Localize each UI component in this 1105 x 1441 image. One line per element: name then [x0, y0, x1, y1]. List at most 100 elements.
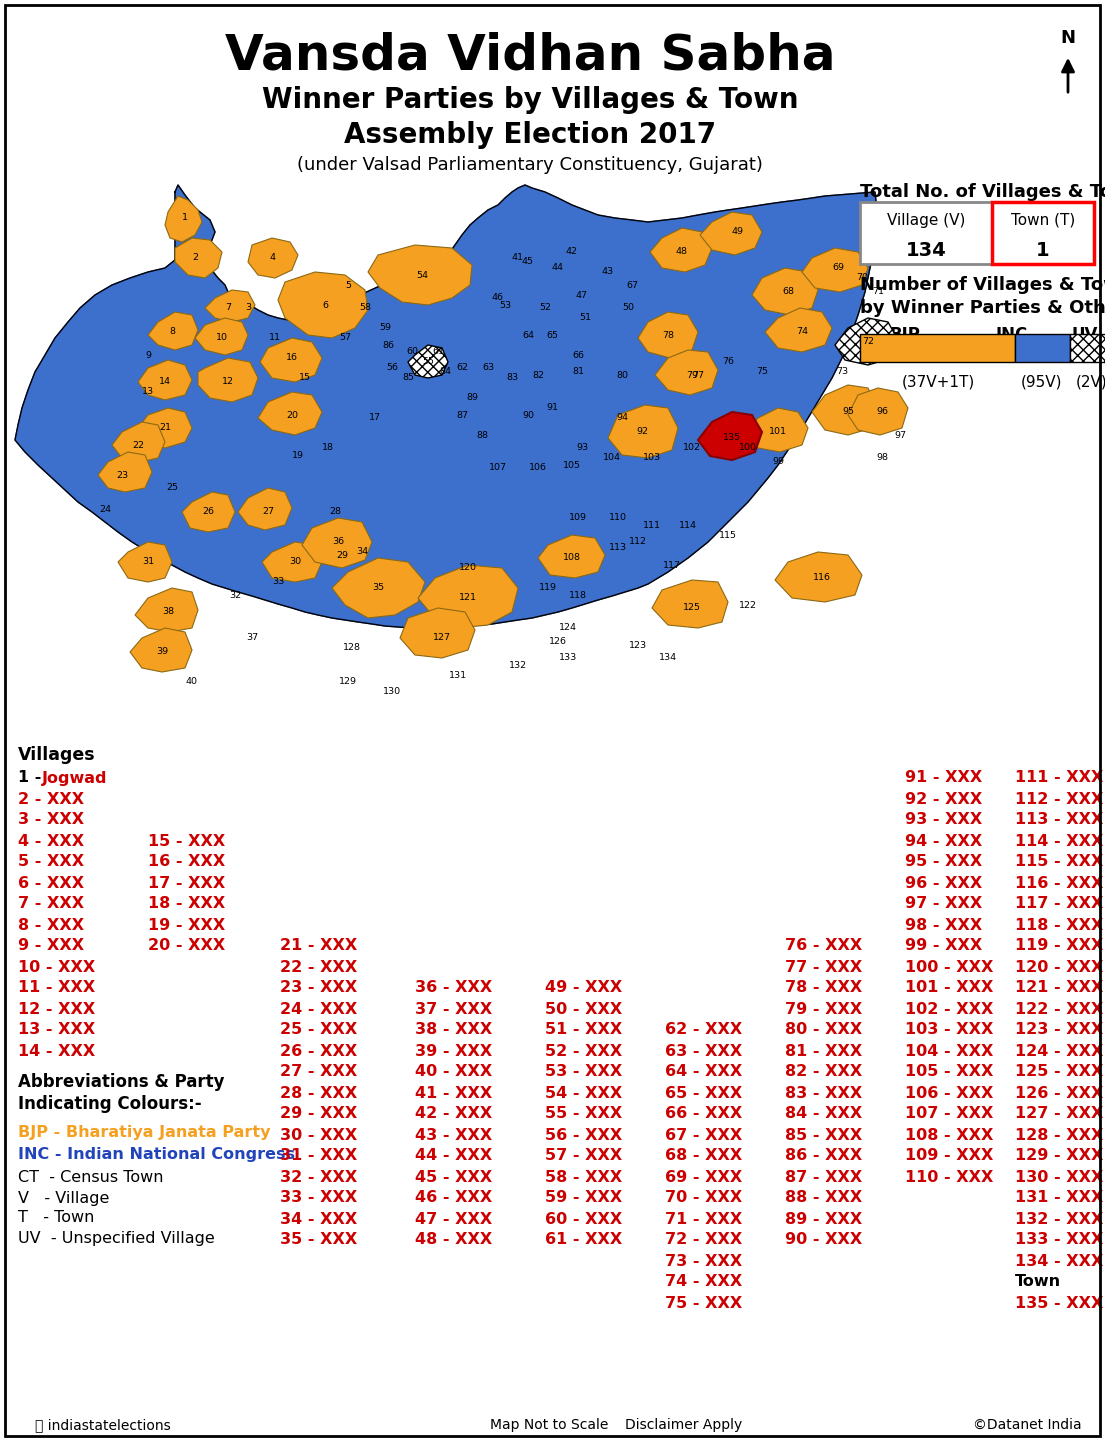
- Text: 110 - XXX: 110 - XXX: [905, 1170, 993, 1185]
- Polygon shape: [812, 385, 878, 435]
- Text: 115: 115: [719, 530, 737, 539]
- Text: 134 - XXX: 134 - XXX: [1015, 1254, 1104, 1268]
- Text: 103: 103: [643, 454, 661, 463]
- Text: 39: 39: [156, 647, 168, 657]
- Text: 82: 82: [532, 370, 544, 379]
- Text: 16: 16: [286, 353, 298, 363]
- Text: 21 - XXX: 21 - XXX: [280, 938, 357, 954]
- Text: 2: 2: [192, 254, 198, 262]
- Text: 36: 36: [332, 537, 344, 546]
- Text: 26 - XXX: 26 - XXX: [280, 1043, 357, 1059]
- Text: 87 - XXX: 87 - XXX: [785, 1170, 862, 1185]
- Text: 88 - XXX: 88 - XXX: [785, 1190, 862, 1206]
- Text: 48: 48: [676, 248, 688, 256]
- Text: 46 - XXX: 46 - XXX: [415, 1190, 492, 1206]
- Text: 62 - XXX: 62 - XXX: [665, 1023, 743, 1038]
- Text: 63 - XXX: 63 - XXX: [665, 1043, 743, 1059]
- Text: 120: 120: [459, 563, 477, 572]
- Text: 131 - XXX: 131 - XXX: [1015, 1190, 1104, 1206]
- Text: 49: 49: [732, 228, 744, 236]
- Text: 88: 88: [476, 431, 488, 440]
- Text: 70 - XXX: 70 - XXX: [665, 1190, 743, 1206]
- Text: (2V): (2V): [1076, 375, 1105, 389]
- Text: 84 - XXX: 84 - XXX: [785, 1107, 862, 1121]
- Text: 84: 84: [439, 367, 451, 376]
- Polygon shape: [260, 339, 322, 382]
- Bar: [1070, 334, 1105, 362]
- Text: 1: 1: [182, 213, 188, 222]
- Text: 9: 9: [145, 350, 151, 359]
- Text: 91: 91: [546, 403, 558, 412]
- Polygon shape: [15, 184, 878, 628]
- Text: 130: 130: [383, 687, 401, 696]
- Text: 124: 124: [559, 624, 577, 633]
- Text: 114: 114: [678, 520, 697, 529]
- Text: 38 - XXX: 38 - XXX: [415, 1023, 492, 1038]
- Text: 74 - XXX: 74 - XXX: [665, 1274, 743, 1290]
- Text: 120 - XXX: 120 - XXX: [1015, 960, 1104, 974]
- Text: 47: 47: [576, 291, 588, 300]
- Text: 15 - XXX: 15 - XXX: [148, 833, 225, 849]
- Text: 116: 116: [813, 574, 831, 582]
- Text: 99 - XXX: 99 - XXX: [905, 938, 982, 954]
- Text: 59 - XXX: 59 - XXX: [545, 1190, 622, 1206]
- Text: 95 - XXX: 95 - XXX: [905, 855, 982, 869]
- Text: 7 - XXX: 7 - XXX: [18, 896, 84, 912]
- Polygon shape: [182, 491, 235, 532]
- Text: 45: 45: [522, 258, 534, 267]
- Text: 135 - XXX: 135 - XXX: [1015, 1295, 1104, 1310]
- Text: BJP: BJP: [890, 326, 920, 344]
- Polygon shape: [206, 290, 255, 321]
- Text: 23 - XXX: 23 - XXX: [280, 980, 357, 996]
- Text: 108 - XXX: 108 - XXX: [905, 1127, 993, 1143]
- Text: Indicating Colours:-: Indicating Colours:-: [18, 1095, 201, 1112]
- Text: Abbreviations & Party: Abbreviations & Party: [18, 1074, 224, 1091]
- Text: 53: 53: [499, 301, 511, 310]
- Text: 11: 11: [269, 333, 281, 343]
- Text: Total No. of Villages & Town: Total No. of Villages & Town: [860, 183, 1105, 200]
- Text: 122 - XXX: 122 - XXX: [1015, 1001, 1104, 1016]
- Text: 80 - XXX: 80 - XXX: [785, 1023, 862, 1038]
- Text: 92 - XXX: 92 - XXX: [905, 791, 982, 807]
- Text: 16 - XXX: 16 - XXX: [148, 855, 225, 869]
- Text: 61 - XXX: 61 - XXX: [545, 1232, 622, 1248]
- Polygon shape: [753, 268, 818, 316]
- Text: 62: 62: [456, 363, 469, 373]
- Text: 82 - XXX: 82 - XXX: [785, 1065, 862, 1079]
- Polygon shape: [130, 628, 192, 672]
- Polygon shape: [194, 318, 248, 354]
- Text: 73: 73: [836, 367, 848, 376]
- Text: 4: 4: [269, 254, 275, 262]
- Text: Assembly Election 2017: Assembly Election 2017: [344, 121, 716, 148]
- Text: (under Valsad Parliamentary Constituency, Gujarat): (under Valsad Parliamentary Constituency…: [297, 156, 762, 174]
- Polygon shape: [608, 405, 678, 458]
- Polygon shape: [262, 542, 322, 582]
- Text: 15: 15: [299, 373, 311, 382]
- Text: 108: 108: [564, 553, 581, 562]
- Polygon shape: [135, 588, 198, 633]
- Text: 58: 58: [359, 304, 371, 313]
- Text: 89: 89: [466, 393, 478, 402]
- Text: 33 - XXX: 33 - XXX: [280, 1190, 357, 1206]
- Text: 117 - XXX: 117 - XXX: [1015, 896, 1104, 912]
- Text: 55 - XXX: 55 - XXX: [545, 1107, 622, 1121]
- Text: 121 - XXX: 121 - XXX: [1015, 980, 1104, 996]
- Text: 53 - XXX: 53 - XXX: [545, 1065, 622, 1079]
- Text: 18 - XXX: 18 - XXX: [148, 896, 225, 912]
- Text: 48 - XXX: 48 - XXX: [415, 1232, 492, 1248]
- Text: 29 - XXX: 29 - XXX: [280, 1107, 357, 1121]
- Text: 51: 51: [579, 314, 591, 323]
- Text: 125: 125: [683, 604, 701, 612]
- Text: by Winner Parties & Other: by Winner Parties & Other: [860, 298, 1105, 317]
- Text: 107: 107: [490, 464, 507, 473]
- Text: 24: 24: [99, 506, 111, 514]
- Text: 86: 86: [382, 340, 394, 350]
- Text: 133 - XXX: 133 - XXX: [1015, 1232, 1104, 1248]
- Text: 89 - XXX: 89 - XXX: [785, 1212, 862, 1226]
- Text: 33: 33: [272, 578, 284, 586]
- Text: 68: 68: [782, 288, 794, 297]
- Text: 126 - XXX: 126 - XXX: [1015, 1085, 1104, 1101]
- Text: 3 - XXX: 3 - XXX: [18, 813, 84, 827]
- Text: 106: 106: [529, 464, 547, 473]
- Text: 119 - XXX: 119 - XXX: [1015, 938, 1104, 954]
